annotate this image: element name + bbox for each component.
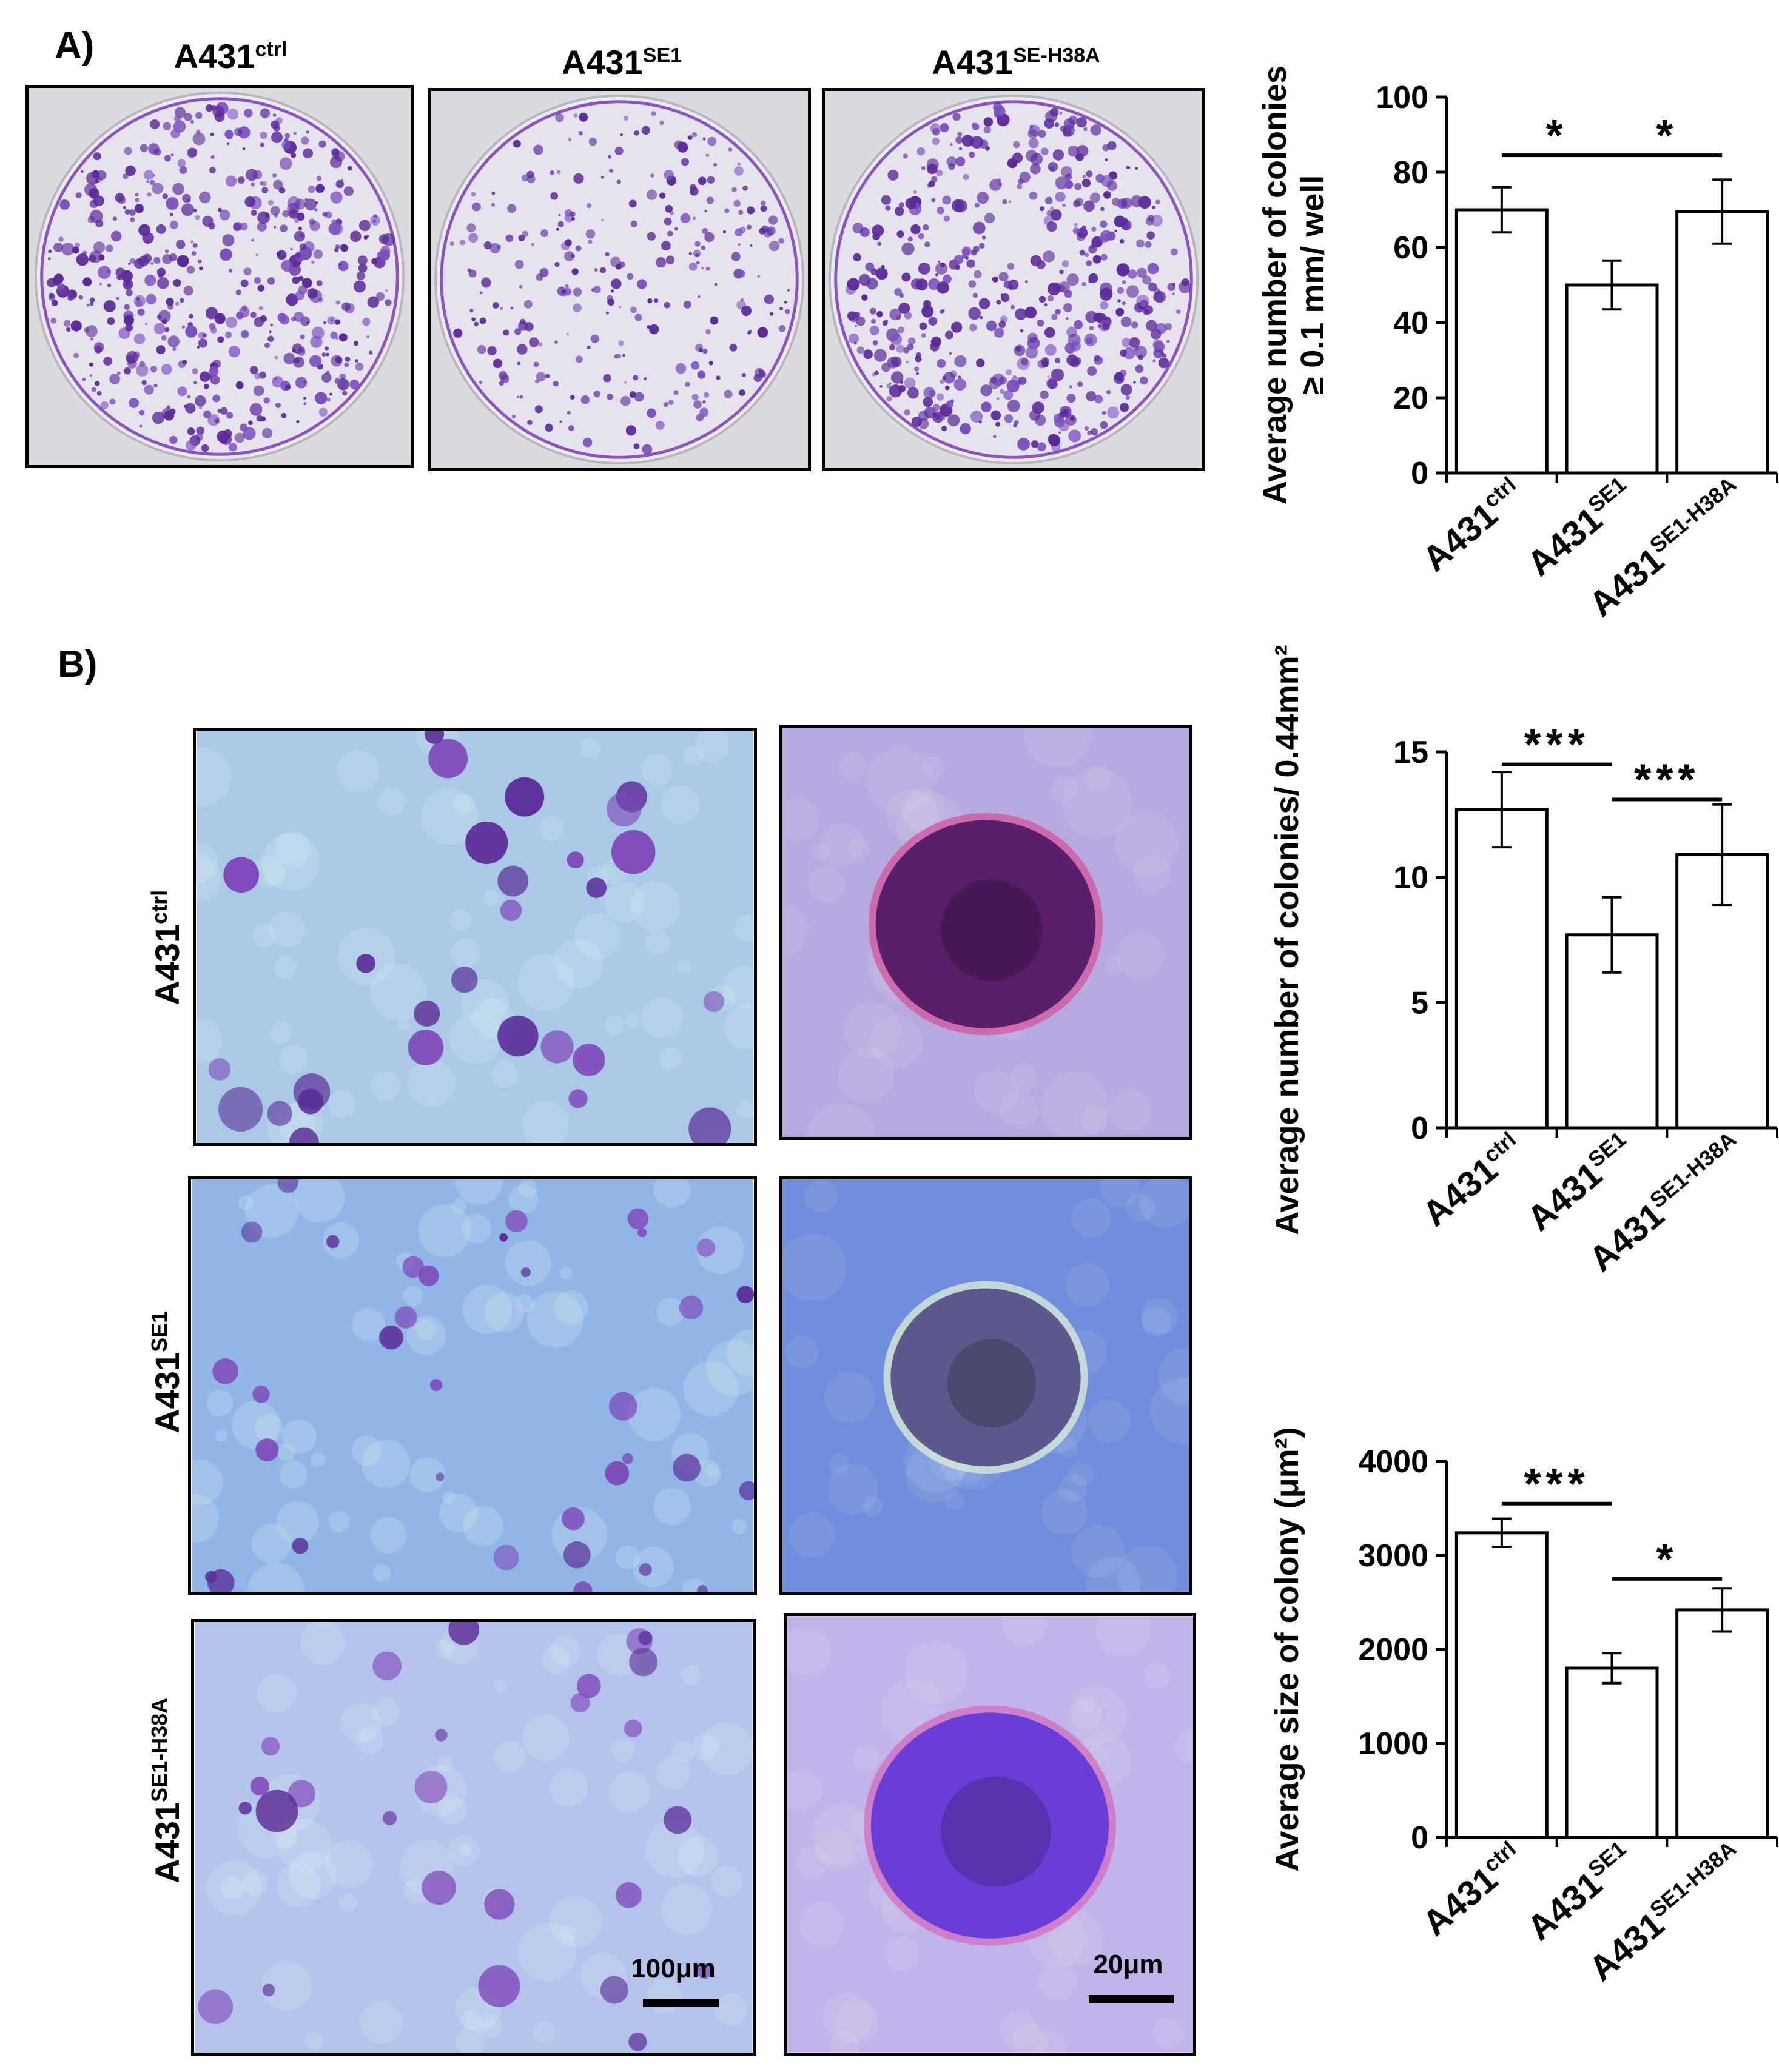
x-category-label: A431ctrl <box>1414 472 1531 579</box>
y-tick-label: 1000 <box>1358 1726 1428 1762</box>
significance-label: * <box>1656 112 1678 160</box>
y-tick-label: 20 <box>1393 381 1428 416</box>
petri-dish-photo-se1 <box>428 88 811 471</box>
y-tick-label: 5 <box>1411 985 1428 1021</box>
plate-label-se1: A431SE1 <box>561 43 682 81</box>
micrograph-low-mag-ctrl <box>193 728 757 1146</box>
row-label-ctrl: A431ctrl <box>147 890 186 1005</box>
row-label-se1-h38a: A431SE1-H38A <box>147 1697 186 1883</box>
significance-label: *** <box>1524 1460 1590 1509</box>
y-tick-label: 80 <box>1393 155 1428 190</box>
y-tick-label: 0 <box>1411 456 1428 491</box>
plate-label-se-h38a: A431SE-H38A <box>932 43 1100 81</box>
significance-label: * <box>1546 112 1568 160</box>
y-axis-label: Average size of colony (μm²) <box>1269 1427 1305 1871</box>
y-tick-label: 4000 <box>1358 1444 1428 1480</box>
y-axis-label: Average number of colonies/ 0.44mm² <box>1269 645 1305 1235</box>
y-tick-label: 3000 <box>1358 1538 1428 1574</box>
x-category-label: A431ctrl <box>1414 1836 1531 1943</box>
y-tick-label: 0 <box>1411 1820 1428 1856</box>
y-tick-label: 60 <box>1393 230 1428 266</box>
bar <box>1675 1608 1769 1839</box>
y-tick-label: 0 <box>1411 1111 1428 1146</box>
panel-a-label: A) <box>55 25 95 67</box>
significance-label: *** <box>1634 756 1700 805</box>
row-label-se1: A431SE1 <box>147 1310 186 1433</box>
micrograph-low-mag-se1-h38a <box>191 1619 756 2056</box>
y-tick-label: 100 <box>1376 80 1428 115</box>
bar <box>1454 1531 1549 1839</box>
y-tick-label: 40 <box>1393 306 1428 341</box>
petri-dish-photo-se-h38a <box>822 88 1205 471</box>
micrograph-high-mag-se1-h38a <box>784 1613 1196 2056</box>
y-tick-label: 15 <box>1393 735 1428 770</box>
bar <box>1565 1666 1659 1839</box>
chart-colony-size: 0 1000 2000 3000 4000 *** * Average size of col… <box>1249 1352 1778 2056</box>
significance-label: * <box>1656 1535 1678 1584</box>
chart-colony-count-plates: 0 20 40 60 80 100 * * Average number of colonies… <box>1249 24 1778 655</box>
panel-b-label: B) <box>58 643 98 685</box>
scalebar-label-20um: 20μm <box>1093 1950 1163 1979</box>
bar <box>1565 283 1659 475</box>
plate-label-ctrl: A431ctrl <box>173 37 288 75</box>
chart-colony-count-softagar: 0 5 10 15 *** *** Average number of colonies/ … <box>1249 612 1778 1316</box>
y-axis-label: ≥ 0.1 mm/ well <box>1294 175 1331 395</box>
micrograph-high-mag-ctrl <box>779 725 1192 1140</box>
scalebar-20um <box>1089 1995 1174 2003</box>
petri-dish-photo-ctrl <box>25 85 414 468</box>
x-category-label: A431ctrl <box>1414 1127 1531 1234</box>
scalebar-label-100um: 100μm <box>631 1954 716 1983</box>
y-tick-label: 10 <box>1393 860 1428 896</box>
bar <box>1454 808 1549 1130</box>
y-axis-label: Average number of colonies <box>1257 65 1293 505</box>
micrograph-low-mag-se1 <box>188 1176 757 1595</box>
micrograph-high-mag-se1 <box>779 1176 1192 1595</box>
bar <box>1454 208 1549 475</box>
y-tick-label: 2000 <box>1358 1632 1428 1668</box>
scalebar-100um <box>643 1999 719 2007</box>
bar <box>1675 210 1769 475</box>
significance-label: *** <box>1524 721 1590 769</box>
